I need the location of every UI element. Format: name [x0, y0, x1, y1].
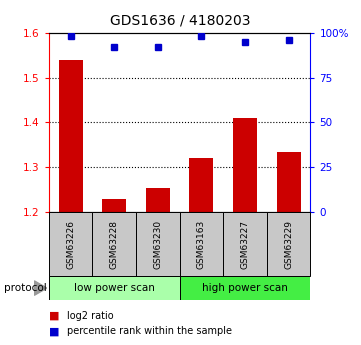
Text: percentile rank within the sample: percentile rank within the sample: [67, 326, 232, 336]
Text: ■: ■: [49, 326, 59, 336]
Bar: [49, 276, 179, 300]
Text: GSM63230: GSM63230: [153, 219, 162, 269]
Text: GSM63163: GSM63163: [197, 219, 206, 269]
Bar: [267, 212, 310, 276]
Bar: [136, 212, 179, 276]
Text: GSM63227: GSM63227: [240, 219, 249, 269]
Bar: [190, 158, 213, 212]
Text: GSM63228: GSM63228: [110, 219, 119, 269]
Bar: [58, 60, 83, 212]
Text: GDS1636 / 4180203: GDS1636 / 4180203: [110, 14, 251, 28]
Bar: [49, 212, 92, 276]
Polygon shape: [34, 281, 47, 295]
Bar: [277, 151, 301, 212]
Bar: [233, 118, 257, 212]
Bar: [179, 212, 223, 276]
Bar: [92, 212, 136, 276]
Text: ■: ■: [49, 311, 59, 321]
Text: low power scan: low power scan: [74, 283, 155, 293]
Bar: [146, 188, 170, 212]
Text: protocol: protocol: [4, 283, 46, 293]
Text: GSM63229: GSM63229: [284, 219, 293, 269]
Bar: [223, 212, 267, 276]
Text: log2 ratio: log2 ratio: [67, 311, 113, 321]
Text: GSM63226: GSM63226: [66, 219, 75, 269]
Text: high power scan: high power scan: [202, 283, 288, 293]
Bar: [102, 199, 126, 212]
Bar: [179, 276, 310, 300]
